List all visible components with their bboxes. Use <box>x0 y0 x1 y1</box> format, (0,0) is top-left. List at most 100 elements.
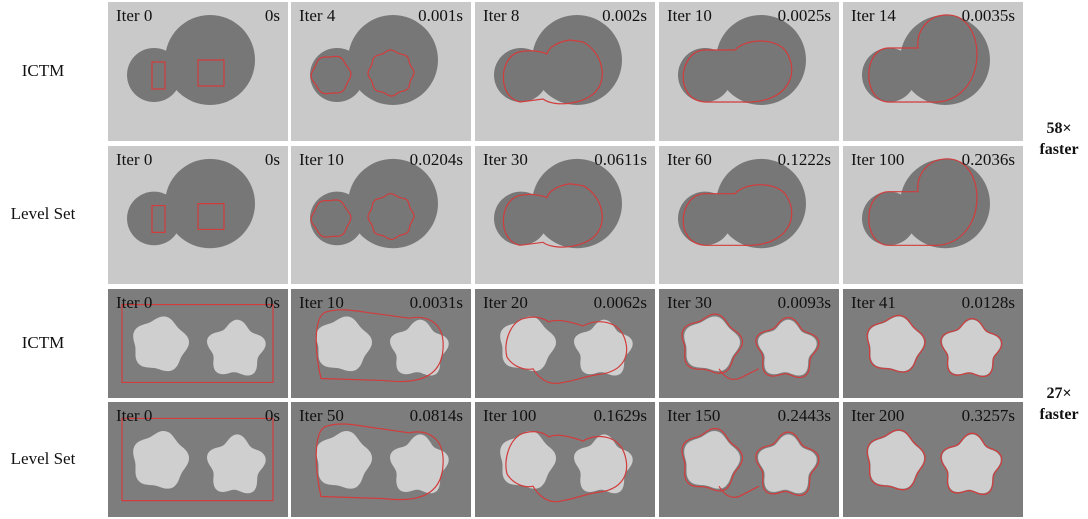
target-shape <box>316 316 372 372</box>
target-shape <box>310 158 438 249</box>
contour-curve <box>940 432 1003 495</box>
time-label: 0.002s <box>602 6 647 25</box>
time-label: 0.2036s <box>961 150 1015 169</box>
iteration-panel: Iter 0 0s <box>108 289 288 398</box>
speedup-value: 58× <box>1046 120 1072 137</box>
iteration-panel: Iter 4 0.001s <box>291 2 471 141</box>
iteration-panel: Iter 20 0.0062s <box>475 289 655 398</box>
speedup-word: faster <box>1039 141 1079 158</box>
segmentation-image <box>121 417 274 502</box>
target-shape <box>678 15 806 105</box>
segmentation-image <box>315 309 449 383</box>
segmentation-image <box>500 430 633 503</box>
speedup-value: 27× <box>1046 385 1072 402</box>
iteration-label: Iter 10 <box>299 150 344 169</box>
iteration-panel: Iter 30 0.0611s <box>475 146 655 284</box>
target-shape <box>574 434 633 494</box>
contour-curve <box>502 39 603 105</box>
time-label: 0.0035s <box>961 6 1015 25</box>
target-shape <box>127 15 255 105</box>
iteration-panel: Iter 8 0.002s <box>475 2 655 141</box>
iteration-panel: Iter 0 0s <box>108 2 288 141</box>
iteration-panel: Iter 10 0.0025s <box>659 2 839 141</box>
target-shape <box>310 15 438 105</box>
iteration-label: Iter 100 <box>483 406 537 425</box>
iteration-label: Iter 200 <box>851 406 905 425</box>
contour-curve <box>681 313 760 380</box>
contour-curve <box>315 309 444 383</box>
target-shape <box>758 434 817 494</box>
iteration-label: Iter 150 <box>667 406 721 425</box>
target-shape <box>684 430 740 489</box>
iteration-panel: Iter 50 0.0814s <box>291 402 471 517</box>
contour-curve <box>681 427 760 498</box>
iteration-label: Iter 20 <box>483 293 528 312</box>
target-shape <box>684 316 740 372</box>
speedup-annotation: 27× faster <box>1030 383 1088 425</box>
segmentation-image <box>310 158 438 249</box>
iteration-label: Iter 30 <box>667 293 712 312</box>
time-label: 0.0204s <box>409 150 463 169</box>
time-label: 0.0093s <box>777 293 831 312</box>
contour-curve <box>310 192 415 241</box>
iteration-panel: Iter 100 0.1629s <box>475 402 655 517</box>
time-label: 0s <box>264 406 280 425</box>
time-label: 0s <box>264 150 280 169</box>
target-shape <box>500 430 556 489</box>
contour-curve <box>682 40 793 103</box>
iteration-panel: Iter 60 0.1222s <box>659 146 839 284</box>
iteration-label: Iter 41 <box>851 293 896 312</box>
contour-curve <box>121 417 274 502</box>
time-label: 0.3257s <box>961 406 1015 425</box>
segmentation-image <box>681 427 820 498</box>
contour-curve <box>755 316 820 379</box>
segmentation-image <box>494 15 622 105</box>
segmentation-image <box>866 314 1003 378</box>
target-shape <box>390 434 449 494</box>
segmentation-image <box>494 158 622 249</box>
iteration-label: Iter 0 <box>116 150 153 169</box>
target-shape <box>942 434 1001 494</box>
target-shape <box>942 319 1001 376</box>
time-label: 0.0062s <box>593 293 647 312</box>
row-label: Level Set <box>10 448 76 468</box>
contour-curve <box>682 184 793 246</box>
target-shape <box>862 158 990 249</box>
target-shape <box>494 15 622 105</box>
contour-curve <box>310 49 415 97</box>
time-label: 0s <box>264 293 280 312</box>
segmentation-image <box>678 158 806 249</box>
target-shape <box>127 158 255 249</box>
time-label: 0.2443s <box>777 406 831 425</box>
time-label: 0s <box>264 6 280 25</box>
target-shape <box>133 316 189 372</box>
iteration-label: Iter 100 <box>851 150 905 169</box>
target-shape <box>862 15 990 105</box>
time-label: 0.0611s <box>594 150 647 169</box>
iteration-label: Iter 60 <box>667 150 712 169</box>
row-label: ICTM <box>21 332 65 352</box>
iteration-label: Iter 0 <box>116 293 153 312</box>
segmentation-image <box>500 316 633 384</box>
iteration-label: Iter 10 <box>667 6 712 25</box>
iteration-label: Iter 4 <box>299 6 336 25</box>
segmentation-image <box>862 14 990 105</box>
target-shape <box>868 316 924 372</box>
contour-curve <box>868 14 978 103</box>
contour-curve <box>505 316 628 384</box>
contour-curve <box>502 183 603 248</box>
iteration-panel: Iter 14 0.0035s <box>843 2 1023 141</box>
segmentation-image <box>862 158 990 249</box>
segmentation-image <box>127 15 255 105</box>
segmentation-image <box>121 303 274 383</box>
row-label: Level Set <box>10 204 76 223</box>
target-shape <box>500 316 556 372</box>
segmentation-image <box>127 158 255 249</box>
target-shape <box>758 319 817 376</box>
iteration-label: Iter 8 <box>483 6 520 25</box>
segmentation-image <box>315 423 449 501</box>
iteration-panel: Iter 10 0.0204s <box>291 146 471 284</box>
iteration-label: Iter 0 <box>116 406 153 425</box>
iteration-panel: Iter 100 0.2036s <box>843 146 1023 284</box>
time-label: 0.0814s <box>409 406 463 425</box>
